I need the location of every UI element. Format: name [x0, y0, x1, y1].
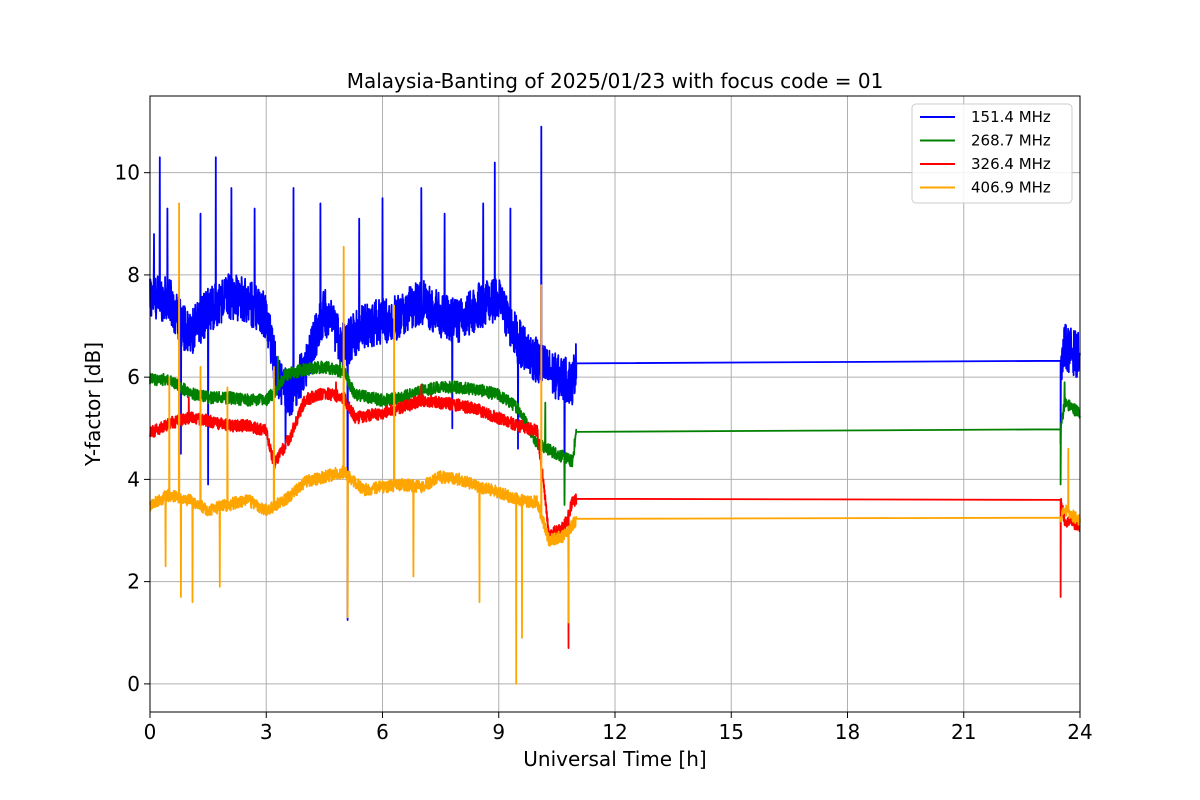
legend-box [911, 103, 1073, 204]
series-line-3 [149, 381, 1081, 649]
y-tick-label: 2 [127, 570, 140, 594]
y-tick-label: 6 [127, 365, 140, 389]
x-tick-label: 6 [376, 720, 389, 744]
x-tick-label: 15 [719, 720, 744, 744]
x-tick-label: 12 [602, 720, 627, 744]
x-axis-label: Universal Time [h] [523, 747, 706, 771]
y-tick-label: 10 [115, 161, 140, 185]
x-tick-label: 3 [260, 720, 273, 744]
x-tick-label: 18 [835, 720, 860, 744]
x-tick-label: 21 [951, 720, 976, 744]
plot-lines [149, 125, 1081, 685]
legend: 151.4 MHz 268.7 MHz 326.4 MHz 406.9 MHz [911, 103, 1073, 204]
legend-label: 406.9 MHz [971, 179, 1051, 197]
y-axis-label: Y-factor [dB] [81, 342, 105, 467]
y-tick-label: 4 [127, 467, 140, 491]
series-line-2 [149, 355, 1081, 506]
x-tick-label: 24 [1067, 720, 1092, 744]
y-tick-label: 8 [127, 263, 140, 287]
chart-title: Malaysia-Banting of 2025/01/23 with focu… [347, 69, 884, 93]
series-line-1 [149, 125, 1081, 621]
x-tick-label: 9 [492, 720, 505, 744]
x-tick-label: 0 [144, 720, 157, 744]
legend-label: 151.4 MHz [971, 108, 1051, 126]
legend-label: 268.7 MHz [971, 132, 1051, 150]
series-line-4 [149, 202, 1081, 685]
legend-label: 326.4 MHz [971, 155, 1051, 173]
y-tick-label: 0 [127, 672, 140, 696]
